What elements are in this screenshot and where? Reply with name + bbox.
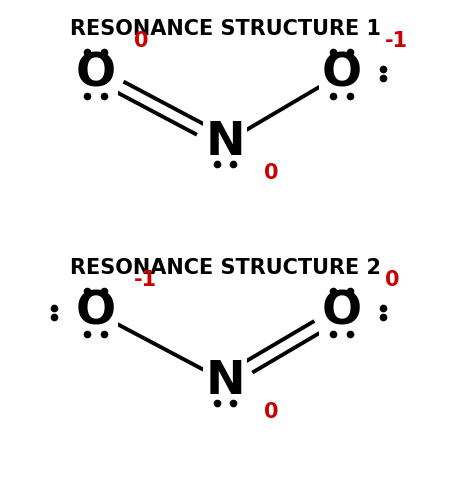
Text: RESONANCE STRUCTURE 2: RESONANCE STRUCTURE 2 <box>69 258 381 278</box>
Text: 0: 0 <box>385 270 399 290</box>
Text: -1: -1 <box>385 31 408 51</box>
Text: N: N <box>205 358 245 404</box>
Text: RESONANCE STRUCTURE 1: RESONANCE STRUCTURE 1 <box>69 19 381 39</box>
Text: O: O <box>322 51 362 96</box>
Text: O: O <box>322 290 362 335</box>
Text: N: N <box>205 120 245 165</box>
Text: O: O <box>75 290 116 335</box>
Text: O: O <box>75 51 116 96</box>
Text: 0: 0 <box>134 31 149 51</box>
Text: -1: -1 <box>134 270 158 290</box>
Text: 0: 0 <box>264 163 279 183</box>
Text: 0: 0 <box>264 402 279 422</box>
